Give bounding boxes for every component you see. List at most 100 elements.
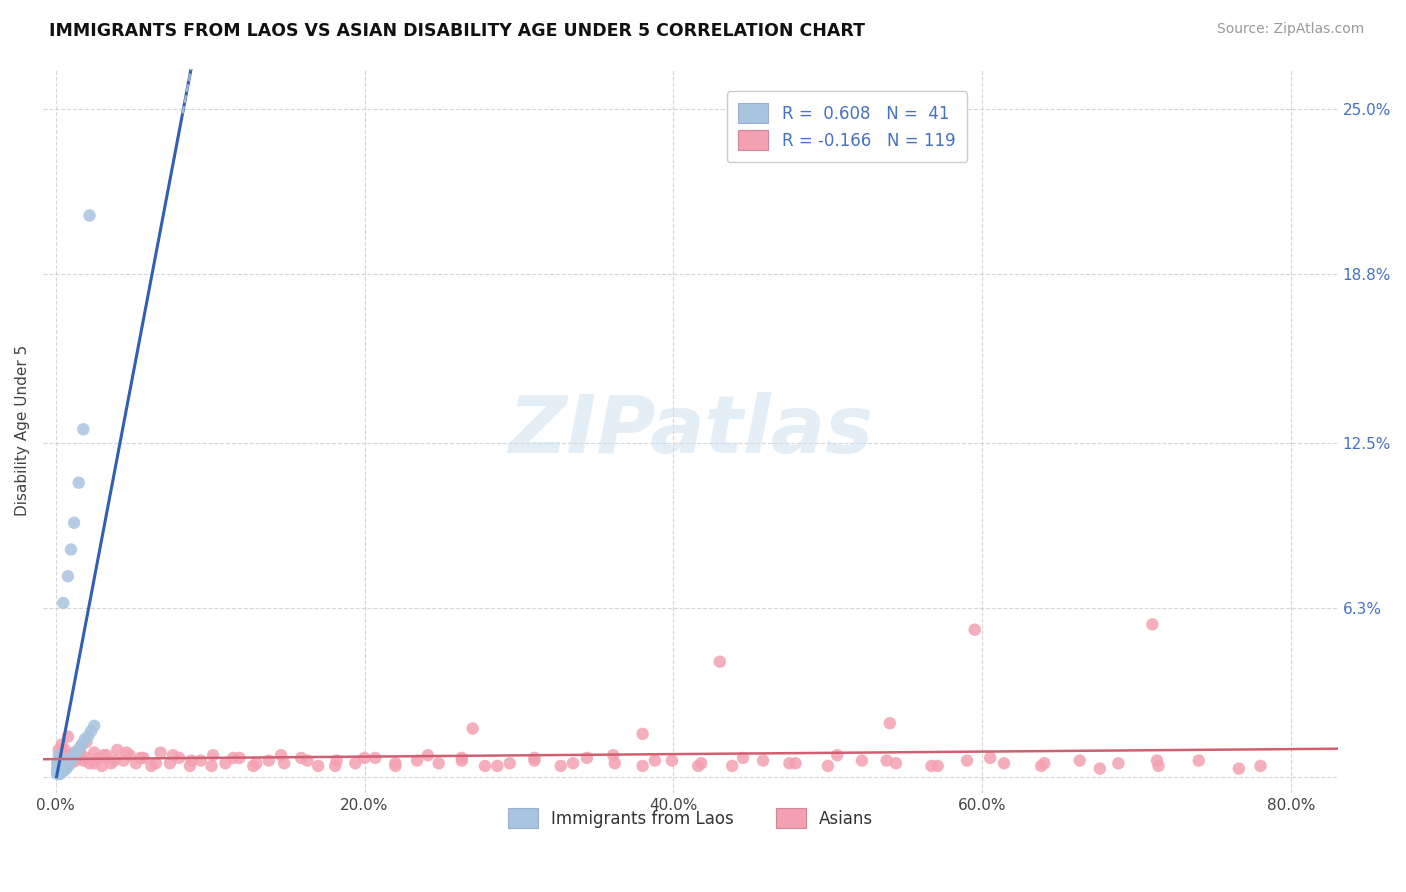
Point <box>59 756 82 771</box>
Point <box>49 748 72 763</box>
Point <box>55 754 77 768</box>
Point <box>406 754 429 768</box>
Point <box>73 732 96 747</box>
Point <box>52 759 75 773</box>
Point <box>1147 759 1170 773</box>
Point <box>179 759 201 773</box>
Point <box>48 764 70 779</box>
Point <box>1146 754 1168 768</box>
Point <box>550 759 572 773</box>
Point <box>49 748 72 763</box>
Point <box>118 748 141 763</box>
Point <box>785 756 807 771</box>
Point <box>56 759 79 773</box>
Point <box>65 754 87 768</box>
Point <box>364 751 387 765</box>
Point <box>52 764 75 779</box>
Point <box>75 735 97 749</box>
Point <box>59 754 82 768</box>
Text: ZIPatlas: ZIPatlas <box>508 392 873 469</box>
Point <box>56 730 79 744</box>
Point <box>353 751 375 765</box>
Point <box>65 746 87 760</box>
Y-axis label: Disability Age Under 5: Disability Age Under 5 <box>15 345 30 516</box>
Point <box>49 767 72 781</box>
Point <box>46 756 69 771</box>
Point <box>257 754 280 768</box>
Point <box>105 743 128 757</box>
Point <box>63 746 86 760</box>
Point <box>1069 754 1091 768</box>
Point <box>53 751 76 765</box>
Point <box>562 756 585 771</box>
Point <box>141 759 163 773</box>
Point <box>75 751 97 765</box>
Point <box>825 748 848 763</box>
Point <box>112 754 135 768</box>
Point <box>63 748 86 763</box>
Point <box>1142 617 1164 632</box>
Point <box>270 748 292 763</box>
Point <box>575 751 598 765</box>
Point <box>49 764 72 779</box>
Point <box>690 756 713 771</box>
Point <box>51 738 73 752</box>
Point <box>190 754 212 768</box>
Point <box>523 751 546 765</box>
Point <box>67 743 90 757</box>
Point <box>242 759 264 773</box>
Point <box>228 751 250 765</box>
Point <box>644 754 666 768</box>
Point <box>48 762 70 776</box>
Point <box>87 751 110 765</box>
Point <box>1088 762 1111 776</box>
Point <box>602 748 624 763</box>
Point <box>474 759 496 773</box>
Point <box>731 751 754 765</box>
Point <box>344 756 367 771</box>
Point <box>66 751 89 765</box>
Point <box>55 762 77 776</box>
Point <box>297 754 319 768</box>
Point <box>180 754 202 768</box>
Point <box>49 754 72 768</box>
Point <box>709 655 731 669</box>
Point <box>58 748 80 763</box>
Point <box>53 743 76 757</box>
Point <box>661 754 683 768</box>
Point <box>79 209 101 223</box>
Point <box>132 751 155 765</box>
Point <box>83 719 105 733</box>
Point <box>67 475 90 490</box>
Point <box>48 759 70 773</box>
Point <box>200 759 222 773</box>
Point <box>51 762 73 776</box>
Point <box>55 759 77 773</box>
Point <box>46 762 69 776</box>
Point <box>927 759 949 773</box>
Point <box>51 756 73 771</box>
Point <box>56 569 79 583</box>
Point <box>46 764 69 779</box>
Point <box>323 759 346 773</box>
Point <box>851 754 873 768</box>
Point <box>879 716 901 731</box>
Point <box>93 748 115 763</box>
Point <box>876 754 898 768</box>
Point <box>1107 756 1129 771</box>
Point <box>307 759 329 773</box>
Point <box>817 759 839 773</box>
Point <box>499 756 522 771</box>
Point <box>90 759 112 773</box>
Point <box>59 542 82 557</box>
Point <box>450 751 472 765</box>
Point <box>63 516 86 530</box>
Point <box>167 751 190 765</box>
Point <box>72 754 94 768</box>
Point <box>884 756 907 771</box>
Point <box>83 756 105 771</box>
Point <box>83 746 105 760</box>
Point <box>103 754 125 768</box>
Point <box>1188 754 1211 768</box>
Point <box>631 759 654 773</box>
